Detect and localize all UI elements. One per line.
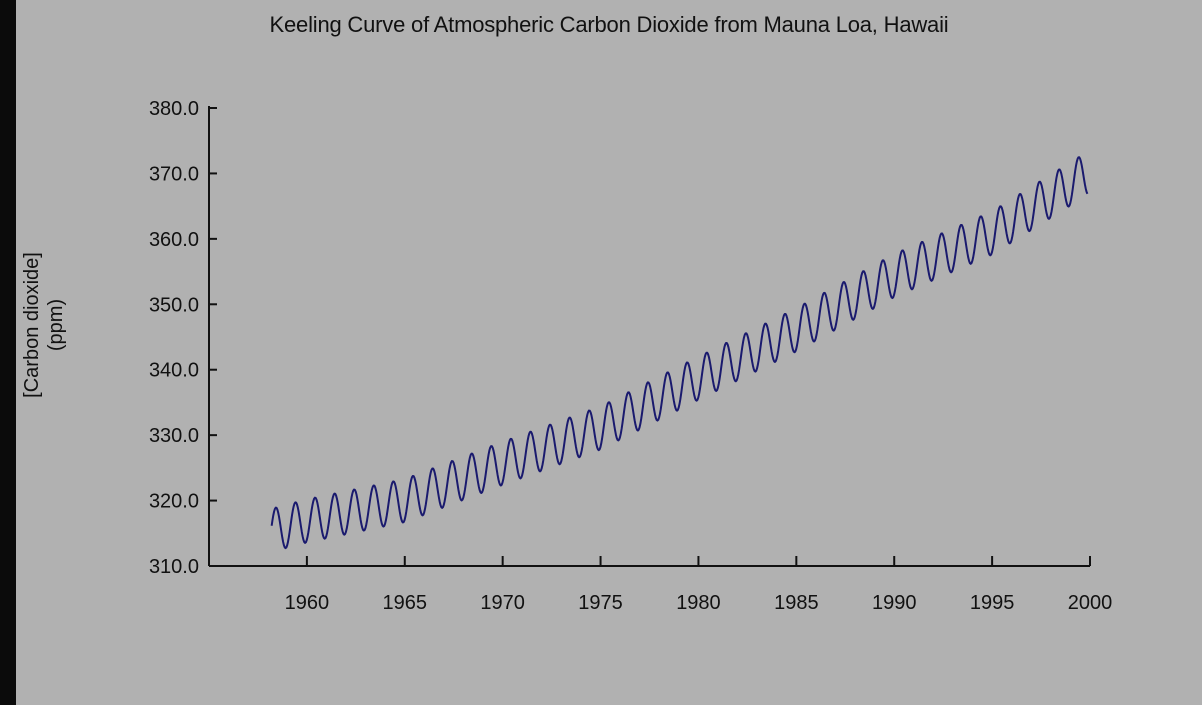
chart-panel [16, 0, 1202, 705]
x-tick-label: 1995 [970, 592, 1015, 614]
chart-title: Keeling Curve of Atmospheric Carbon Diox… [269, 12, 949, 37]
co2-series-line [270, 156, 1089, 550]
y-tick-label: 310.0 [149, 556, 199, 578]
y-tick-label: 330.0 [149, 425, 199, 447]
ticks: 310.0 320.0 330.0 340.0 350.0 360.0 370.0 380.0… [149, 98, 1112, 614]
x-tick-label: 1980 [676, 592, 721, 614]
y-tick-label: 370.0 [149, 163, 199, 185]
axes [208, 106, 1090, 567]
y-tick-label: 360.0 [149, 229, 199, 251]
x-tick-label: 1975 [578, 592, 623, 614]
x-tick-label: 1970 [480, 592, 525, 614]
y-tick-label: 350.0 [149, 294, 199, 316]
series-layer [270, 156, 1089, 550]
x-tick-label: 2000 [1068, 592, 1113, 614]
x-tick-label: 1985 [774, 592, 819, 614]
x-tick-label: 1965 [383, 592, 428, 614]
y-tick-label: 320.0 [149, 491, 199, 513]
x-tick-label: 1960 [285, 592, 330, 614]
y-tick-label: 340.0 [149, 360, 199, 382]
x-tick-label: 1990 [872, 592, 917, 614]
y-tick-label: 380.0 [149, 98, 199, 120]
